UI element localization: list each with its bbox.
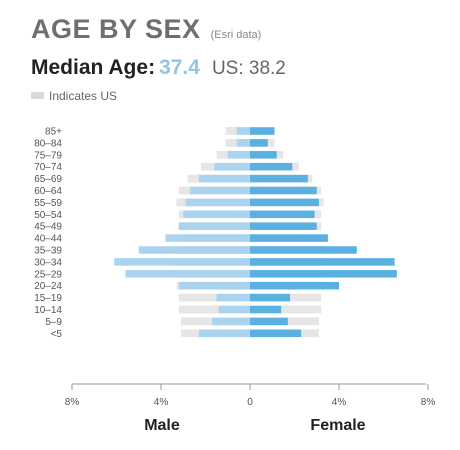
age-group-label: 25–29 (34, 269, 62, 280)
legend-us-label: Indicates US (49, 89, 118, 103)
age-group-label: 70–74 (34, 162, 62, 173)
female-bar (250, 305, 282, 314)
female-bar (250, 281, 339, 290)
x-tick-label: 0 (247, 397, 253, 408)
legend-us-swatch (31, 92, 44, 99)
median-age-value: 37.4 (159, 56, 200, 79)
male-bar (114, 258, 251, 266)
female-bar (250, 329, 302, 338)
female-bar (250, 162, 293, 171)
chart-title: AGE BY SEX (Esri data) (31, 14, 261, 45)
male-bar (236, 127, 250, 135)
male-bar (198, 174, 250, 183)
female-bar (250, 151, 277, 159)
x-tick-label: 4% (332, 397, 347, 408)
female-bar (250, 186, 317, 195)
age-group-label: 15–19 (34, 293, 62, 304)
median-age-label: Median Age: (31, 56, 156, 79)
female-bar (250, 234, 328, 242)
x-tick-label: 8% (421, 397, 436, 408)
x-tick-label: 4% (154, 397, 169, 408)
age-group-label: 50–54 (34, 210, 62, 221)
female-bar (250, 270, 397, 278)
male-bar (236, 139, 250, 147)
female-bar (250, 198, 319, 207)
male-bar (165, 234, 250, 242)
male-bar (178, 222, 250, 230)
age-group-label: 80–84 (34, 138, 62, 149)
female-bar (250, 174, 308, 183)
female-bar (250, 210, 315, 219)
age-group-label: 10–14 (34, 305, 62, 316)
male-bar (198, 329, 250, 338)
age-group-label: 60–64 (34, 186, 62, 197)
age-group-label: 45–49 (34, 222, 62, 233)
male-bar (216, 293, 250, 302)
male-axis-title: Male (144, 417, 180, 434)
age-group-label: 35–39 (34, 246, 62, 257)
female-bar (250, 139, 268, 147)
x-tick-label: 8% (65, 397, 80, 408)
age-group-label: 55–59 (34, 198, 62, 209)
us-median-age: US: 38.2 (211, 58, 286, 79)
male-bar (214, 162, 250, 171)
female-bar (250, 246, 357, 254)
age-group-label: 20–24 (34, 281, 62, 292)
median-age: Median Age: 37.4 US: 38.2 (31, 56, 286, 80)
legend: Indicates US (31, 89, 117, 103)
male-bar (212, 317, 250, 326)
male-bar (227, 151, 250, 159)
female-bar (250, 222, 317, 230)
title-text: AGE BY SEX (31, 14, 201, 44)
male-bar (218, 305, 250, 314)
male-bar (189, 186, 250, 195)
age-group-label: <5 (51, 329, 63, 340)
male-bar (178, 281, 250, 290)
female-bar (250, 258, 395, 266)
age-group-label: 65–69 (34, 174, 62, 185)
male-bar (185, 198, 250, 207)
male-bar (183, 210, 250, 219)
male-bar (138, 246, 250, 254)
female-bar (250, 127, 275, 135)
age-group-label: 40–44 (34, 234, 62, 245)
age-group-label: 5–9 (45, 317, 62, 328)
source-note: (Esri data) (210, 29, 262, 41)
male-bar (125, 270, 250, 278)
age-group-label: 30–34 (34, 257, 62, 268)
age-group-label: 75–79 (34, 150, 62, 161)
female-axis-title: Female (310, 417, 365, 434)
age-group-label: 85+ (45, 127, 62, 138)
female-bar (250, 317, 288, 326)
female-bar (250, 293, 291, 302)
